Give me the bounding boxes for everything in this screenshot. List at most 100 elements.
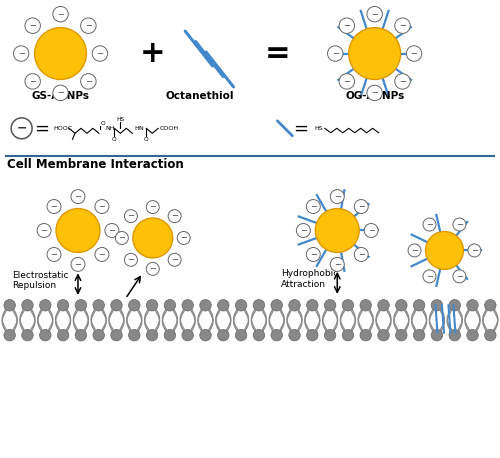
Circle shape (168, 210, 181, 223)
Text: −: − (50, 202, 58, 211)
Circle shape (342, 329, 353, 341)
Text: −: − (74, 260, 82, 269)
Circle shape (47, 247, 61, 262)
Circle shape (177, 231, 190, 245)
Text: −: − (98, 202, 105, 211)
Text: −: − (180, 234, 187, 242)
Text: =: = (264, 39, 290, 68)
Text: −: − (150, 264, 156, 273)
Circle shape (53, 85, 68, 101)
Circle shape (182, 300, 194, 311)
Circle shape (330, 257, 344, 272)
Circle shape (146, 201, 160, 213)
Circle shape (395, 18, 410, 33)
Text: +: + (140, 39, 166, 68)
Circle shape (271, 300, 282, 311)
Text: −: − (98, 250, 105, 259)
Text: =: = (34, 119, 49, 137)
Text: −: − (96, 49, 103, 58)
Circle shape (236, 329, 247, 341)
Text: −: − (334, 192, 341, 201)
Text: −: − (57, 88, 64, 98)
Text: −: − (118, 234, 126, 242)
Text: −: − (128, 255, 134, 264)
Circle shape (22, 300, 33, 311)
Text: O: O (112, 137, 116, 142)
Circle shape (330, 190, 344, 203)
Text: −: − (358, 202, 364, 211)
Circle shape (395, 74, 410, 89)
Text: COOH: COOH (160, 126, 179, 131)
Text: Electrostatic
Repulsion: Electrostatic Repulsion (12, 271, 68, 290)
Circle shape (396, 300, 407, 311)
Text: −: − (368, 226, 374, 235)
Circle shape (56, 208, 100, 252)
Circle shape (306, 200, 320, 213)
Text: −: − (150, 202, 156, 212)
Circle shape (133, 218, 172, 258)
Circle shape (105, 224, 119, 238)
Circle shape (468, 244, 481, 257)
Text: NH: NH (105, 126, 115, 131)
Text: H: H (134, 126, 139, 131)
Circle shape (348, 27, 401, 79)
Circle shape (95, 247, 109, 262)
Circle shape (58, 329, 69, 341)
Text: −: − (471, 246, 478, 255)
Text: −: − (57, 10, 64, 19)
Circle shape (414, 300, 425, 311)
Circle shape (146, 262, 160, 275)
Circle shape (360, 329, 372, 341)
Circle shape (71, 257, 85, 272)
Circle shape (364, 224, 378, 238)
Text: −: − (18, 49, 24, 58)
Text: −: − (411, 246, 418, 255)
Text: −: − (399, 77, 406, 86)
Text: −: − (410, 49, 418, 58)
Circle shape (453, 218, 466, 231)
Circle shape (306, 329, 318, 341)
Text: −: − (344, 21, 350, 30)
Circle shape (406, 46, 422, 61)
Circle shape (339, 18, 354, 33)
Circle shape (218, 300, 229, 311)
Circle shape (426, 231, 464, 269)
Circle shape (324, 329, 336, 341)
Circle shape (289, 329, 300, 341)
Text: −: − (85, 77, 92, 86)
Text: GS-AuNPs: GS-AuNPs (32, 91, 90, 101)
Circle shape (306, 247, 320, 262)
Circle shape (367, 85, 382, 101)
Circle shape (37, 224, 51, 238)
Circle shape (271, 329, 282, 341)
Text: =: = (294, 119, 308, 137)
Circle shape (296, 224, 310, 238)
Circle shape (378, 329, 390, 341)
Circle shape (40, 300, 51, 311)
Circle shape (128, 329, 140, 341)
Circle shape (328, 46, 343, 61)
Circle shape (484, 300, 496, 311)
Circle shape (396, 329, 407, 341)
Circle shape (200, 329, 211, 341)
Circle shape (306, 300, 318, 311)
Circle shape (218, 329, 229, 341)
Circle shape (339, 74, 354, 89)
Text: HS: HS (116, 117, 125, 122)
Circle shape (22, 329, 33, 341)
Text: −: − (358, 250, 364, 259)
Text: −: − (310, 250, 317, 259)
Circle shape (71, 190, 85, 203)
Circle shape (124, 253, 138, 266)
Circle shape (4, 329, 16, 341)
Circle shape (116, 231, 128, 245)
Text: HS: HS (315, 126, 324, 131)
Circle shape (110, 329, 122, 341)
Circle shape (110, 300, 122, 311)
Circle shape (423, 218, 436, 231)
Circle shape (14, 46, 29, 61)
Circle shape (146, 329, 158, 341)
Text: O: O (144, 137, 148, 142)
Circle shape (408, 244, 421, 257)
Circle shape (316, 208, 359, 252)
